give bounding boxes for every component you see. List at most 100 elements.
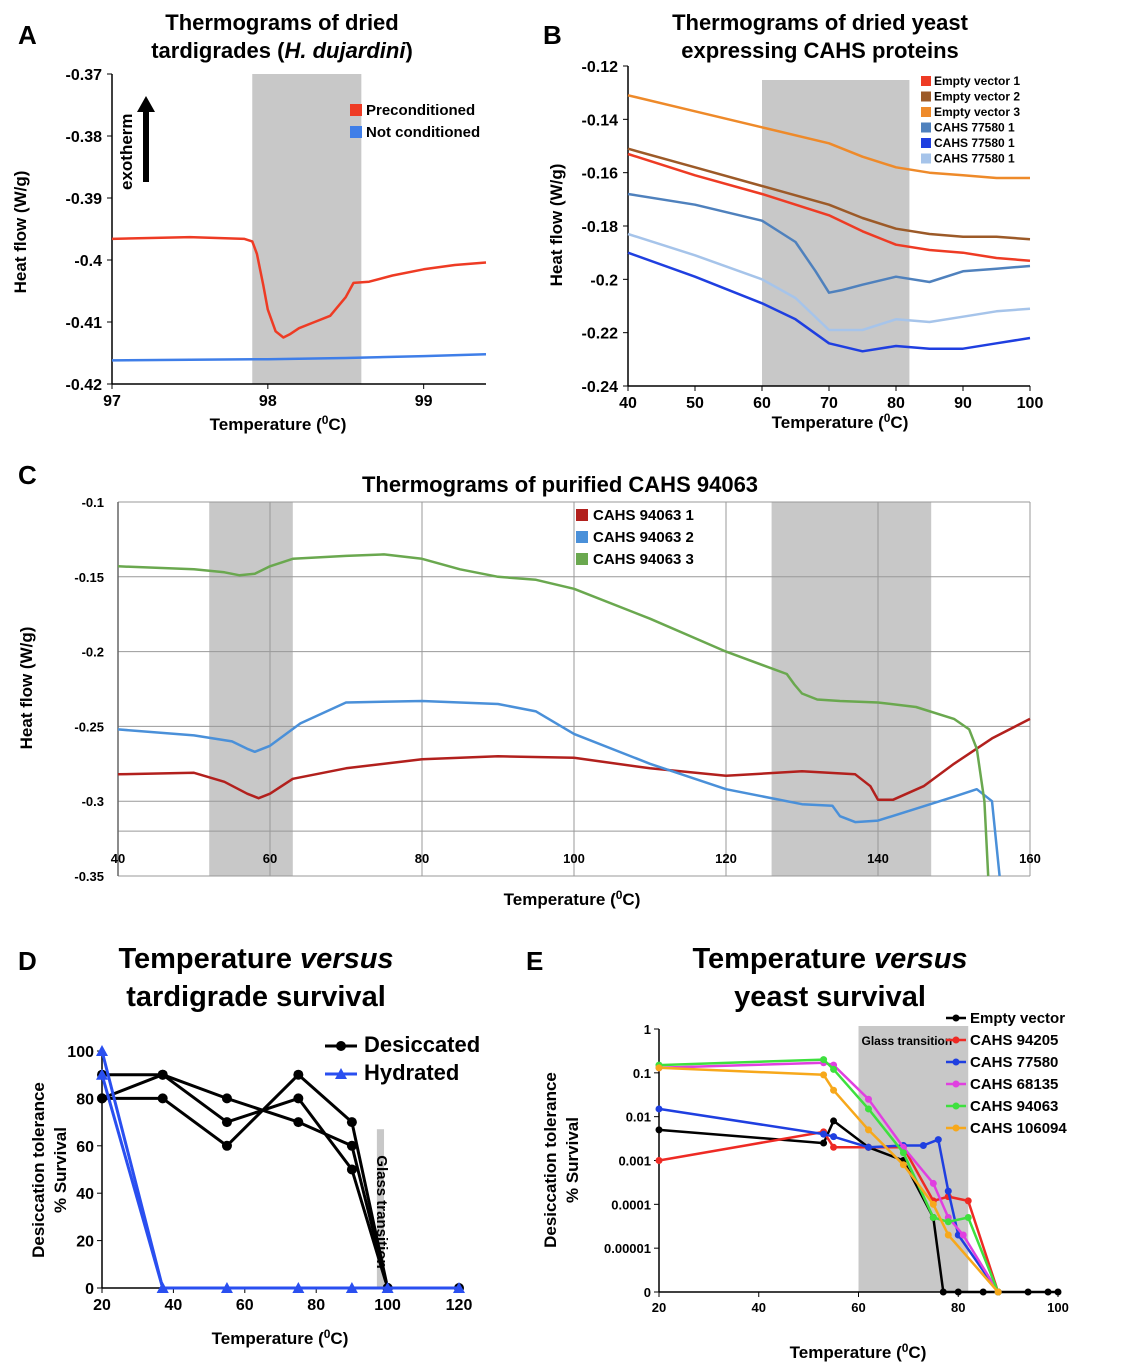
data-point [453, 1282, 465, 1293]
series-line [117, 699, 1001, 877]
data-point [820, 1130, 828, 1138]
y-tick-label: -0.3 [82, 794, 104, 809]
y-tick-label: -0.16 [582, 166, 619, 183]
data-point [830, 1133, 838, 1141]
y-tick-label: -0.25 [74, 719, 104, 734]
panel-b-title-line2: expressing CAHS proteins [681, 38, 959, 63]
panel-e-title-line1: Temperature versus [692, 943, 967, 975]
panel-d-ylabel-line1: Desiccation tolerance [29, 1082, 48, 1258]
panel-d-title-line1: Temperature versus [118, 943, 393, 975]
data-point [221, 1117, 232, 1128]
panel-b-xlabel: Temperature (0C) [772, 411, 909, 432]
x-tick-label: 80 [951, 1300, 965, 1315]
data-point [1054, 1288, 1062, 1296]
data-point [221, 1140, 232, 1151]
y-tick-label: 1 [644, 1022, 651, 1037]
data-point [830, 1065, 838, 1073]
data-point [979, 1288, 987, 1296]
legend-label: CAHS 94063 [970, 1098, 1058, 1115]
legend-swatch [576, 553, 588, 565]
x-tick-label: 99 [415, 393, 433, 410]
series-line [627, 232, 1031, 332]
legend-swatch [576, 509, 588, 521]
y-tick-label: -0.22 [582, 326, 619, 343]
panel-d-xlabel: Temperature (0C) [212, 1327, 349, 1348]
series-line [627, 147, 1031, 241]
legend-marker [952, 1014, 960, 1022]
x-tick-label: 140 [867, 851, 889, 866]
data-point [959, 1231, 967, 1239]
legend-marker [952, 1102, 960, 1110]
data-point [954, 1231, 962, 1239]
glass-transition-label: Glass transition [862, 1034, 953, 1048]
legend-swatch [921, 76, 931, 86]
data-point [994, 1288, 1002, 1296]
legend-marker [336, 1041, 346, 1051]
legend-marker [952, 1036, 960, 1044]
y-tick-label: -0.41 [66, 315, 103, 332]
data-point [864, 1126, 872, 1134]
panel-c-letter: C [18, 460, 37, 490]
y-tick-label: 0 [85, 1281, 94, 1298]
y-tick-label: -0.1 [82, 495, 104, 510]
legend-label: CAHS 68135 [970, 1076, 1058, 1093]
panel-d-ylabel-line2: % Survival [51, 1127, 70, 1213]
data-point [346, 1117, 357, 1128]
legend-swatch [921, 153, 931, 164]
panel-b-ylabel: Heat flow (W/g) [547, 164, 566, 287]
panel-e-xlabel: Temperature (0C) [790, 1341, 927, 1362]
panel-c-title: Thermograms of purified CAHS 94063 [362, 472, 758, 497]
data-point [655, 1126, 663, 1134]
x-tick-label: 60 [236, 1297, 254, 1314]
y-tick-label: -0.4 [74, 253, 102, 270]
series-line [627, 94, 1030, 180]
data-point [929, 1200, 937, 1208]
data-point [864, 1105, 872, 1113]
y-tick-label: -0.24 [582, 379, 619, 396]
y-tick-label: -0.38 [66, 129, 103, 146]
glass-transition-band [252, 74, 362, 384]
x-tick-label: 70 [820, 395, 838, 412]
data-point [220, 1282, 233, 1293]
panel-e-ylabel-line1: Desiccation tolerance [541, 1072, 560, 1248]
legend-label: CAHS 77580 1 [934, 152, 1015, 166]
legend-label: CAHS 77580 1 [934, 136, 1015, 150]
y-tick-label: -0.35 [74, 869, 104, 884]
data-point [899, 1161, 907, 1169]
legend-label: Desiccated [364, 1032, 480, 1057]
legend-marker [952, 1080, 960, 1088]
legend-swatch [350, 104, 362, 116]
x-tick-label: 20 [93, 1297, 111, 1314]
data-point [919, 1141, 927, 1149]
panel-a-xlabel: Temperature (0C) [210, 413, 347, 434]
legend-marker [335, 1068, 347, 1079]
legend-label: CAHS 77580 [970, 1054, 1058, 1071]
x-tick-label: 97 [103, 393, 121, 410]
x-tick-label: 40 [619, 395, 637, 412]
panel-c-ylabel: Heat flow (W/g) [17, 627, 36, 750]
x-tick-label: 80 [887, 395, 905, 412]
panel-a-letter: A [18, 20, 37, 50]
series-line [102, 1073, 390, 1289]
exotherm-arrow-head [137, 96, 155, 112]
series-line [100, 1074, 165, 1289]
panel-a: A Thermograms of dried tardigrades (H. d… [11, 10, 487, 434]
data-point [346, 1140, 357, 1151]
data-point [864, 1095, 872, 1103]
data-point [939, 1288, 947, 1296]
data-point [929, 1179, 937, 1187]
legend-label: Empty vector 1 [934, 74, 1020, 88]
x-tick-label: 40 [752, 1300, 766, 1315]
y-tick-label: 0.01 [626, 1110, 651, 1125]
series-line [627, 152, 1031, 262]
data-point [157, 1093, 168, 1104]
series-line [117, 553, 990, 877]
y-tick-label: 0.0001 [611, 1197, 651, 1212]
legend-swatch [921, 138, 931, 148]
series-line [627, 251, 1031, 353]
y-tick-label: 0 [644, 1285, 651, 1300]
panel-e: E Temperature versus yeast survival Glas… [526, 943, 1069, 1362]
legend-label: CAHS 94063 2 [593, 529, 694, 546]
